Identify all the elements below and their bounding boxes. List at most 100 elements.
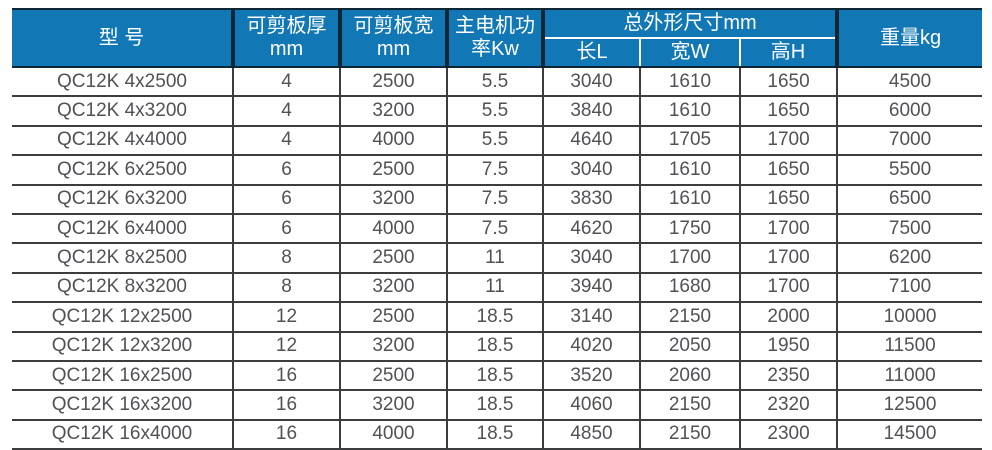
cell-dim-height: 1700 [738,272,838,304]
cell-dim-length: 4850 [542,419,640,450]
spec-table: 型 号 可剪板厚 mm 可剪板宽 mm 主电机功 率Kw 总外形尺寸mm 重量k… [12,8,983,450]
cell-dim-length: 3040 [542,67,640,98]
cell-weight: 11000 [836,360,983,392]
header-dim-width: 宽W [639,38,740,68]
cell-thickness: 16 [232,419,340,450]
cell-width: 4000 [339,213,447,245]
cell-weight: 5500 [836,155,983,186]
cell-width: 3200 [339,96,447,127]
table-row: QC12K 16x4000 16 4000 18.5 4850 2150 2300 14500 [12,419,983,450]
cell-model: QC12K 6x4000 [12,213,233,245]
table-row: QC12K 4x4000 4 4000 5.5 4640 1705 1700 7000 [12,125,983,157]
cell-model: QC12K 12x2500 [12,302,233,333]
table-row: QC12K 16x2500 16 2500 18.5 3520 2060 2350 11000 [12,360,983,392]
cell-weight: 11500 [836,331,983,362]
table-row: QC12K 4x2500 4 2500 5.5 3040 1610 1650 4500 [12,67,983,98]
cell-dim-height: 1650 [738,184,838,215]
cell-dim-width: 1700 [639,243,740,274]
cell-dim-width: 1610 [639,67,740,98]
cell-dim-length: 3940 [542,272,640,304]
table-row: QC12K 12x2500 12 2500 18.5 3140 2150 2000 10000 [12,302,983,333]
cell-width: 4000 [339,125,447,157]
header-weight: 重量kg [835,8,983,68]
cell-weight: 4500 [836,67,983,98]
table-row: QC12K 4x3200 4 3200 5.5 3840 1610 1650 6000 [12,96,983,127]
cell-model: QC12K 8x2500 [12,243,233,274]
cell-model: QC12K 16x4000 [12,419,233,450]
cell-dim-height: 1650 [738,96,838,127]
cell-weight: 6500 [836,184,983,215]
cell-dim-height: 1700 [738,125,838,157]
cell-dim-width: 2060 [639,360,740,392]
cell-thickness: 12 [232,331,340,362]
table-row: QC12K 12x3200 12 3200 18.5 4020 2050 1950 11500 [12,331,983,362]
table-row: QC12K 8x3200 8 3200 11 3940 1680 1700 7100 [12,272,983,304]
table-row: QC12K 6x4000 6 4000 7.5 4620 1750 1700 7500 [12,213,983,245]
cell-power: 11 [446,272,543,304]
cell-power: 7.5 [446,213,543,245]
cell-dim-width: 1610 [639,184,740,215]
cell-dim-length: 4620 [542,213,640,245]
header-power: 主电机功 率Kw [445,8,543,68]
cell-width: 3200 [339,390,447,421]
cell-thickness: 4 [232,67,340,98]
header-width: 可剪板宽 mm [338,8,447,68]
cell-dim-width: 1680 [639,272,740,304]
cell-weight: 6000 [836,96,983,127]
cell-dim-height: 2000 [738,302,838,333]
table-row: QC12K 6x2500 6 2500 7.5 3040 1610 1650 5500 [12,155,983,186]
cell-dim-width: 2150 [639,302,740,333]
cell-thickness: 16 [232,360,340,392]
cell-width: 2500 [339,302,447,333]
cell-width: 2500 [339,67,447,98]
cell-dim-height: 2300 [738,419,838,450]
cell-dim-width: 1705 [639,125,740,157]
header-dim-height: 高H [738,38,838,68]
cell-thickness: 6 [232,184,340,215]
cell-dim-width: 2150 [639,419,740,450]
cell-dim-length: 4060 [542,390,640,421]
cell-thickness: 6 [232,155,340,186]
cell-weight: 10000 [836,302,983,333]
cell-model: QC12K 16x2500 [12,360,233,392]
cell-width: 3200 [339,272,447,304]
cell-dim-height: 2320 [738,390,838,421]
header-dimensions-group: 总外形尺寸mm [540,8,838,39]
cell-dim-height: 1650 [738,67,838,98]
cell-dim-length: 3830 [542,184,640,215]
cell-model: QC12K 16x3200 [12,390,233,421]
cell-dim-length: 3040 [542,243,640,274]
table-row: QC12K 8x2500 8 2500 11 3040 1700 1700 6200 [12,243,983,274]
cell-dim-length: 3840 [542,96,640,127]
cell-dim-width: 2050 [639,331,740,362]
cell-power: 7.5 [446,184,543,215]
cell-power: 18.5 [446,390,543,421]
table-header: 型 号 可剪板厚 mm 可剪板宽 mm 主电机功 率Kw 总外形尺寸mm 重量k… [12,8,983,68]
cell-power: 18.5 [446,302,543,333]
header-dim-length: 长L [541,38,640,68]
cell-model: QC12K 6x2500 [12,155,233,186]
header-thickness: 可剪板厚 mm [231,8,340,68]
cell-dim-width: 2150 [639,390,740,421]
cell-thickness: 16 [232,390,340,421]
cell-dim-length: 4640 [542,125,640,157]
cell-thickness: 12 [232,302,340,333]
cell-power: 18.5 [446,360,543,392]
cell-dim-length: 3140 [542,302,640,333]
table-body: QC12K 4x2500 4 2500 5.5 3040 1610 1650 4500 QC12… [12,67,983,450]
cell-power: 18.5 [446,419,543,450]
cell-width: 2500 [339,360,447,392]
cell-model: QC12K 4x4000 [12,125,233,157]
cell-dim-width: 1610 [639,155,740,186]
cell-dim-length: 4020 [542,331,640,362]
cell-power: 18.5 [446,331,543,362]
cell-dim-length: 3040 [542,155,640,186]
cell-weight: 14500 [836,419,983,450]
cell-weight: 7100 [836,272,983,304]
cell-model: QC12K 8x3200 [12,272,233,304]
cell-model: QC12K 4x3200 [12,96,233,127]
header-model-label: 型 号 [98,26,145,49]
cell-dim-length: 3520 [542,360,640,392]
cell-weight: 7000 [836,125,983,157]
cell-dim-height: 1700 [738,213,838,245]
